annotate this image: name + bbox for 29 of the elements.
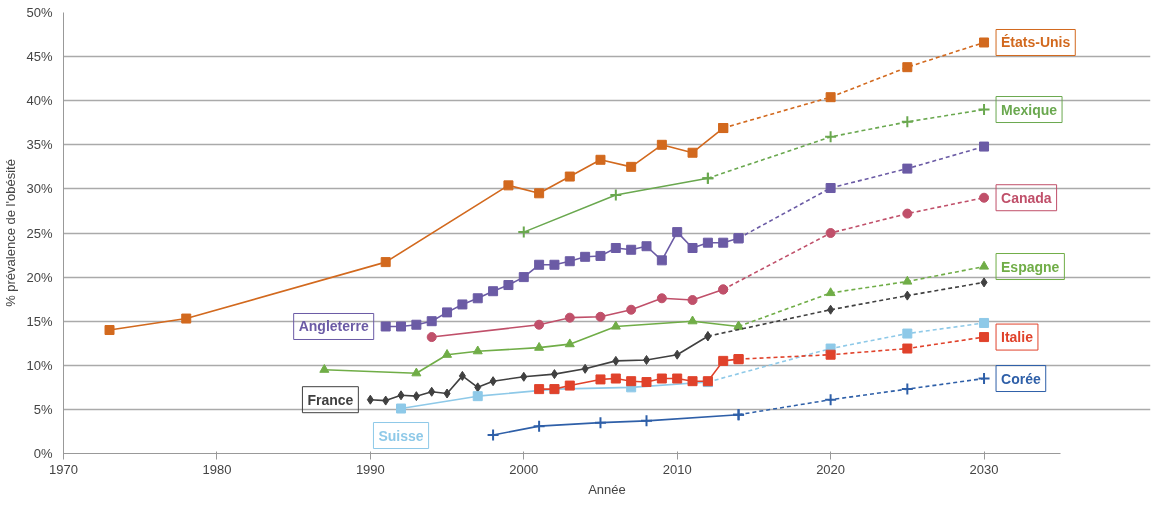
series-label: Angleterre: [298, 318, 369, 335]
y-tick-label: 40%: [26, 93, 53, 109]
x-tick-label: 1990: [355, 461, 385, 477]
series-label: Italie: [1001, 329, 1034, 346]
y-tick-label: 25%: [26, 225, 53, 241]
x-tick-label: 2010: [662, 461, 692, 477]
y-tick-label: 50%: [26, 5, 53, 20]
x-tick-label: 1980: [202, 461, 232, 477]
y-tick-label: 20%: [26, 269, 53, 285]
x-tick-label: 2030: [969, 461, 999, 477]
y-tick-label: 0%: [33, 446, 53, 461]
y-tick-label: 35%: [26, 137, 53, 153]
series-label: Mexique: [1001, 101, 1058, 118]
y-axis-title: % prévalence de l'obésité: [3, 159, 19, 307]
x-tick-label: 2020: [816, 461, 846, 477]
y-tick-label: 45%: [26, 49, 53, 65]
x-axis-title: Année: [588, 481, 626, 497]
x-tick-label: 1970: [49, 461, 78, 477]
series-label: Suisse: [378, 427, 424, 444]
y-tick-label: 10%: [26, 357, 53, 373]
y-tick-label: 30%: [26, 181, 53, 197]
y-tick-label: 5%: [33, 401, 53, 417]
series-label: France: [307, 391, 354, 408]
series-label: Espagne: [1001, 258, 1060, 275]
series-label: États-Unis: [1001, 34, 1071, 51]
series-label: Corée: [1001, 370, 1041, 387]
y-tick-label: 15%: [26, 313, 53, 329]
series-label: Canada: [1001, 189, 1052, 206]
x-tick-label: 2000: [509, 461, 539, 477]
